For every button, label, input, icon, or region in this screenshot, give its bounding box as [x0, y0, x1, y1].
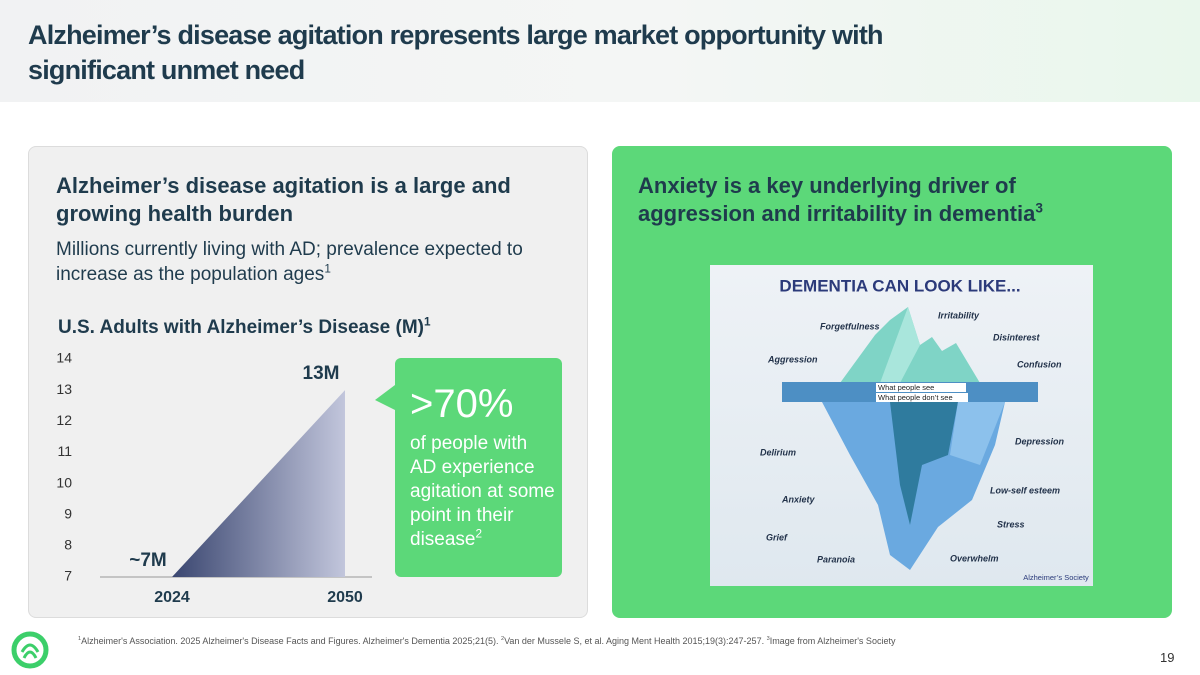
page-number: 19	[1160, 650, 1175, 665]
y-tick-label: 7	[64, 568, 72, 584]
iceberg-label: Grief	[766, 532, 788, 542]
data-label: 13M	[303, 363, 340, 384]
superscript: 3	[1035, 200, 1043, 216]
logo-ring	[11, 631, 49, 669]
x-tick-label: 2024	[154, 589, 190, 606]
iceberg-label: Forgetfulness	[820, 321, 880, 331]
image-credit: Alzheimer’s Society	[1023, 573, 1089, 582]
dont-see-label: What people don’t see	[878, 393, 953, 402]
see-label: What people see	[878, 383, 934, 392]
iceberg-image: DEMENTIA CAN LOOK LIKE... What people se…	[710, 265, 1093, 586]
footnote-text: Van der Mussele S, et al. Aging Ment Hea…	[504, 636, 767, 646]
footnotes: 1Alzheimer's Association. 2025 Alzheimer…	[78, 636, 895, 646]
y-tick-label: 8	[64, 537, 72, 553]
iceberg-label: Paranoia	[817, 554, 855, 564]
iceberg-label: Stress	[997, 519, 1025, 529]
iceberg-label: Overwhelm	[950, 553, 999, 563]
y-tick-label: 14	[56, 350, 72, 366]
footnote-text: Alzheimer's Association. 2025 Alzheimer'…	[81, 636, 501, 646]
iceberg-title: DEMENTIA CAN LOOK LIKE...	[779, 276, 1020, 295]
text: of people with AD experience agitation a…	[410, 433, 555, 550]
y-tick-label: 13	[56, 381, 72, 397]
text: U.S. Adults with Alzheimer’s Disease (M)	[58, 317, 425, 338]
text: Millions currently living with AD; preva…	[56, 239, 523, 285]
text: Anxiety is a key underlying driver of ag…	[638, 173, 1036, 226]
y-tick-label: 11	[57, 443, 72, 459]
iceberg-label: Low-self esteem	[990, 485, 1060, 495]
callout-pointer	[375, 385, 395, 410]
iceberg-label: Depression	[1015, 436, 1065, 446]
label-bg	[876, 383, 966, 392]
y-tick-label: 10	[56, 474, 72, 490]
data-label: ~7M	[129, 550, 167, 571]
iceberg-label: Confusion	[1017, 359, 1062, 369]
iceberg-dark	[890, 402, 958, 525]
superscript: 1	[324, 262, 331, 276]
label-bg	[876, 393, 968, 402]
chart: 7 8 9 10 11 12 13 14 2024 ~7M 2050 13M	[56, 350, 395, 606]
left-heading: Alzheimer’s disease agitation is a large…	[56, 173, 511, 226]
logo-leaf	[20, 643, 40, 659]
header-band	[0, 0, 1200, 102]
iceberg-label: Aggression	[767, 354, 818, 364]
superscript: 1	[424, 315, 431, 329]
footnote-mark: 3	[766, 636, 770, 642]
iceberg-light	[950, 402, 1005, 465]
iceberg-tip-light	[880, 307, 920, 383]
iceberg-label: Disinterest	[993, 332, 1041, 342]
footnote-text: Image from Alzheimer's Society	[769, 636, 896, 646]
slide-title: Alzheimer’s disease agitation represents…	[28, 20, 884, 85]
footnote-mark: 1	[78, 636, 82, 642]
x-tick-label: 2050	[327, 589, 363, 606]
callout-text: of people with AD experience agitation a…	[410, 432, 555, 552]
callout-stat: >70%	[410, 382, 514, 426]
left-text: Millions currently living with AD; preva…	[56, 237, 556, 287]
iceberg-label: Delirium	[760, 447, 796, 457]
superscript: 2	[475, 527, 483, 541]
footnote-mark: 2	[500, 636, 505, 642]
chart-title: U.S. Adults with Alzheimer’s Disease (M)…	[58, 315, 431, 339]
iceberg-label: Irritability	[938, 310, 980, 320]
y-tick-label: 9	[64, 505, 72, 521]
iceberg-label: Anxiety	[781, 494, 816, 504]
area	[172, 390, 345, 577]
logo	[11, 631, 49, 669]
y-tick-label: 12	[56, 412, 72, 428]
callout-box	[395, 358, 562, 577]
right-heading: Anxiety is a key underlying driver of ag…	[638, 172, 1138, 228]
